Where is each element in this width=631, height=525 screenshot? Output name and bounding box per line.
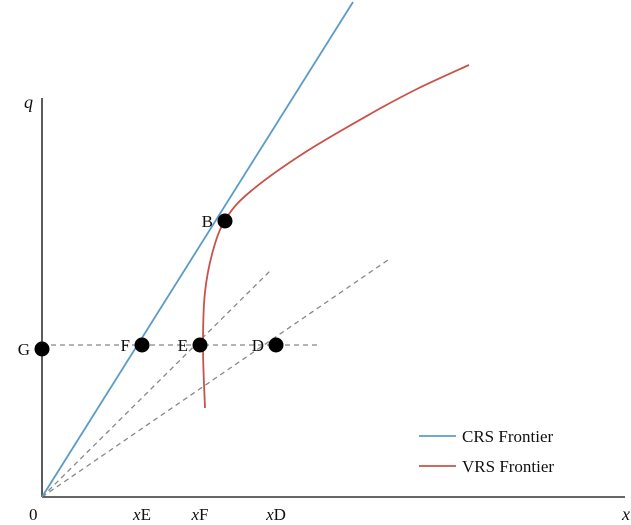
point-label-g: G	[18, 340, 30, 359]
point-e: E	[178, 336, 208, 355]
x-tick-xf: xF	[190, 505, 208, 524]
point-label-f: F	[121, 336, 130, 355]
point-label-e: E	[178, 336, 188, 355]
point-marker-e	[192, 337, 208, 353]
x-tick-xe: xE	[132, 505, 151, 524]
point-b: B	[202, 212, 233, 231]
point-marker-f	[134, 337, 150, 353]
dashed-rays	[41, 259, 389, 498]
point-marker-g	[34, 341, 50, 357]
x-axis-label: x	[621, 504, 630, 524]
dashed-ray-1	[41, 269, 272, 498]
axes: q x 0	[24, 92, 630, 524]
x-tick-labels: xE xF xD	[132, 505, 286, 524]
legend-label-vrs-frontier: VRS Frontier	[462, 457, 554, 476]
origin-label: 0	[29, 505, 38, 524]
point-f: F	[121, 336, 150, 355]
legend: CRS Frontier VRS Frontier	[419, 427, 554, 476]
dashed-ray-2	[41, 259, 389, 498]
point-marker-b	[217, 213, 233, 229]
point-label-b: B	[202, 212, 213, 231]
frontier-series	[41, 1, 470, 498]
legend-label-crs-frontier: CRS Frontier	[462, 427, 553, 446]
point-label-d: D	[252, 336, 264, 355]
vrs-frontier-line	[202, 64, 470, 409]
crs-frontier-line	[41, 1, 354, 498]
point-d: D	[252, 336, 284, 355]
point-g: G	[18, 340, 50, 359]
data-points: G F E D B	[18, 212, 284, 359]
y-axis-label: q	[24, 92, 33, 112]
point-marker-d	[268, 337, 284, 353]
x-tick-xd: xD	[265, 505, 286, 524]
